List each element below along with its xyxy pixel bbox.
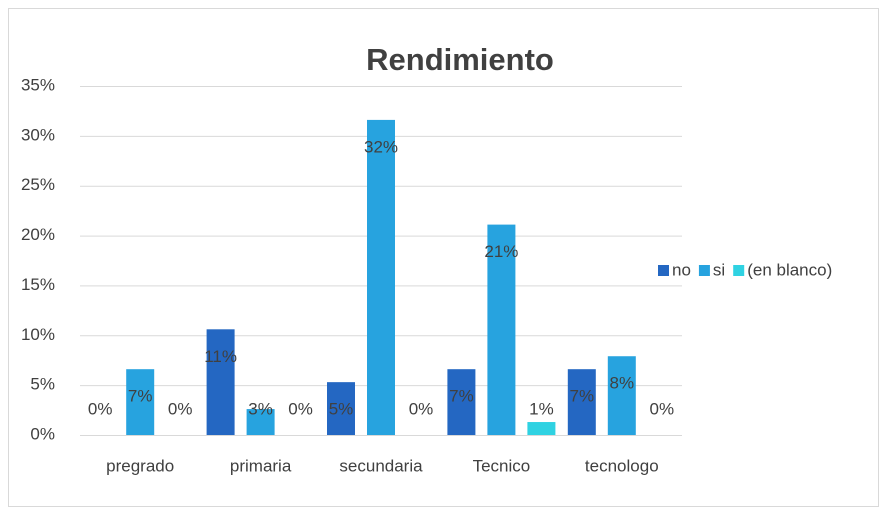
bar — [126, 369, 155, 435]
y-tick-label: 20% — [21, 225, 55, 244]
legend-label: (en blanco) — [747, 260, 832, 279]
value-label: 7% — [570, 387, 595, 406]
legend-label: si — [713, 260, 725, 279]
value-label: 21% — [484, 242, 518, 261]
x-tick-label: tecnologo — [585, 456, 659, 475]
y-tick-label: 10% — [21, 325, 55, 344]
bar — [527, 422, 556, 435]
value-label: 5% — [329, 399, 354, 418]
x-tick-label: primaria — [230, 456, 292, 475]
value-label: 7% — [128, 387, 153, 406]
bar — [567, 369, 596, 435]
legend-swatch — [658, 265, 669, 276]
bar — [487, 224, 516, 435]
value-label: 0% — [409, 399, 434, 418]
value-label: 0% — [650, 399, 675, 418]
value-label: 32% — [364, 137, 398, 156]
bar — [607, 356, 636, 435]
value-label: 3% — [248, 399, 273, 418]
value-label: 0% — [288, 399, 313, 418]
y-tick-label: 0% — [30, 424, 55, 443]
bar — [327, 382, 355, 435]
y-tick-label: 15% — [21, 275, 55, 294]
y-tick-label: 5% — [30, 375, 55, 394]
bar — [447, 369, 476, 435]
value-label: 0% — [168, 399, 193, 418]
value-label: 1% — [529, 399, 554, 418]
y-tick-label: 25% — [21, 175, 55, 194]
legend-label: no — [672, 260, 691, 279]
legend-swatch — [698, 265, 710, 276]
bar — [206, 329, 235, 435]
bar — [367, 119, 395, 435]
value-label: 7% — [449, 387, 474, 406]
y-tick-label: 35% — [21, 75, 55, 94]
value-label: 11% — [204, 347, 237, 366]
value-label: 0% — [88, 399, 113, 418]
value-label: 8% — [610, 374, 635, 393]
legend-swatch — [733, 265, 745, 276]
y-tick-label: 30% — [21, 125, 55, 144]
x-tick-label: secundaria — [339, 456, 423, 475]
x-tick-label: Tecnico — [473, 456, 531, 475]
bar — [246, 409, 275, 435]
chart-title: Rendimiento — [366, 42, 554, 77]
x-tick-label: pregrado — [106, 456, 174, 475]
